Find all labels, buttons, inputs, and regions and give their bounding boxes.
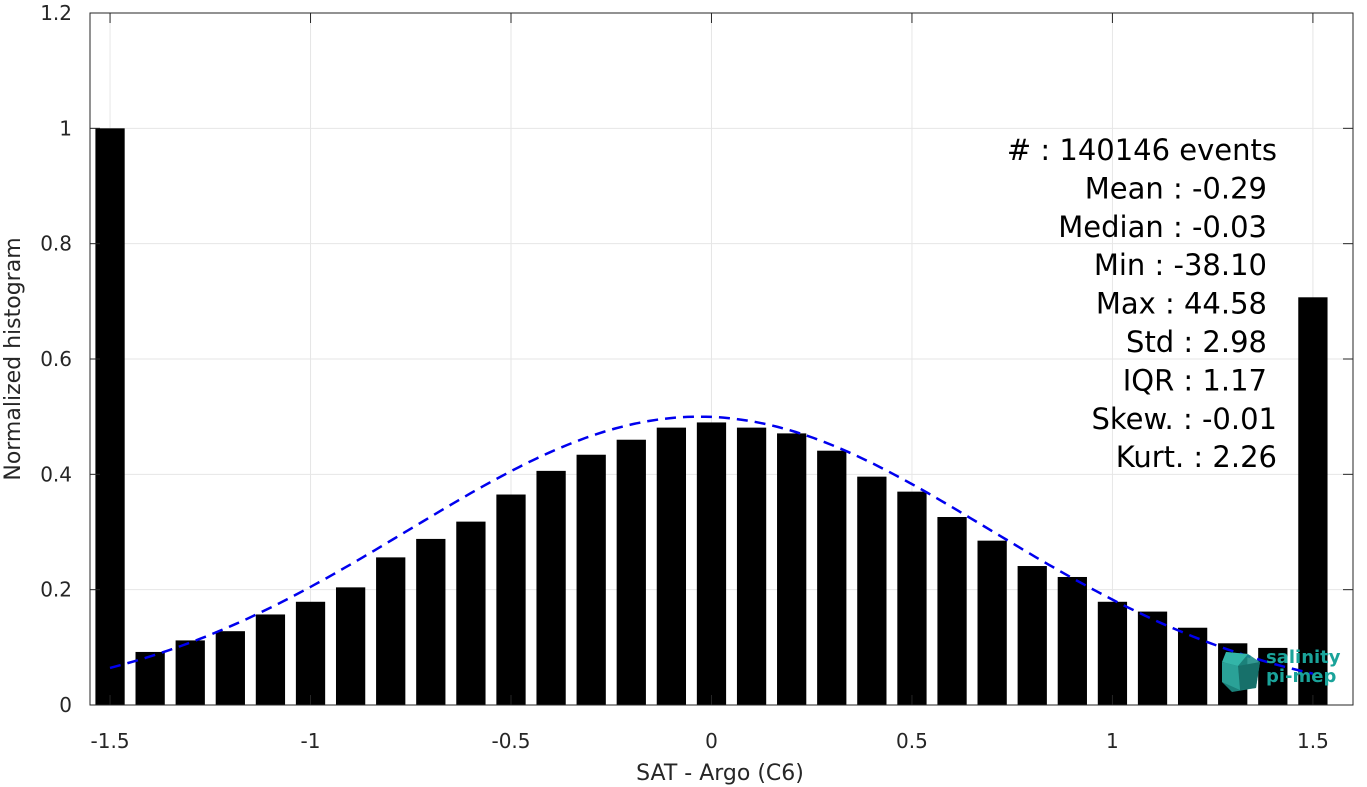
bar-1	[135, 651, 165, 705]
y-axis-label: Normalized histogram	[1, 237, 26, 480]
bar-7	[376, 557, 406, 705]
bar-18	[817, 450, 847, 705]
y-tick-label-6: 1.2	[40, 1, 72, 25]
salinity-pi-mep-logo: salinity pi-mep	[1216, 646, 1346, 694]
x-tick-label-1: -1	[301, 729, 321, 753]
bar-27	[1177, 627, 1208, 705]
bar-16	[736, 427, 767, 705]
x-tick-label-2: -0.5	[491, 729, 530, 753]
stat-line-1: Mean : -0.29	[1085, 171, 1267, 205]
x-tick-label-4: 0.5	[896, 729, 928, 753]
x-tick-label-6: 1.5	[1297, 729, 1329, 753]
bar-21	[937, 517, 967, 705]
x-axis-label: SAT - Argo (C6)	[636, 761, 804, 786]
bar-15	[696, 422, 727, 705]
stat-line-6: IQR : 1.17	[1123, 363, 1267, 397]
x-tick-label-5: 1	[1106, 729, 1119, 753]
y-tick-label-3: 0.6	[40, 347, 72, 371]
stat-line-0: # : 140146 events	[1007, 133, 1277, 167]
bar-12	[576, 454, 606, 705]
bar-5	[295, 601, 326, 705]
bar-8	[416, 538, 446, 705]
bar-3	[215, 631, 245, 705]
bar-4	[255, 614, 286, 705]
bar-0	[95, 128, 125, 706]
stat-line-2: Median : -0.03	[1058, 210, 1267, 244]
bar-11	[536, 470, 566, 705]
stat-line-7: Skew. : -0.01	[1091, 402, 1277, 436]
logo-line-1: salinity	[1266, 647, 1341, 668]
bar-19	[857, 476, 887, 705]
y-tick-label-4: 0.8	[40, 232, 72, 256]
stat-line-5: Std : 2.98	[1126, 325, 1267, 359]
normal-fit-curve	[109, 415, 1314, 675]
y-tick-label-1: 0.2	[40, 578, 72, 602]
stat-line-3: Min : -38.10	[1094, 248, 1267, 282]
bar-9	[456, 521, 486, 705]
bar-17	[777, 433, 807, 705]
y-tick-label-0: 0	[59, 693, 72, 717]
stat-line-8: Kurt. : 2.26	[1116, 440, 1277, 474]
bar-30	[1298, 297, 1328, 705]
bar-25	[1097, 601, 1128, 705]
logo-line-2: pi-mep	[1266, 666, 1337, 687]
bar-29	[1258, 647, 1288, 705]
cube-logo-icon	[1222, 652, 1260, 692]
stat-line-4: Max : 44.58	[1096, 287, 1267, 321]
bar-22	[977, 540, 1007, 705]
bar-24	[1057, 576, 1087, 705]
bar-10	[496, 494, 526, 705]
bar-26	[1137, 611, 1168, 705]
bar-20	[897, 491, 927, 705]
axis-ticks	[90, 12, 1353, 706]
bars	[95, 128, 1328, 706]
bar-2	[175, 640, 205, 705]
bar-14	[656, 427, 687, 705]
bar-6	[335, 587, 366, 705]
x-tick-label-3: 0	[705, 729, 718, 753]
x-tick-label-0: -1.5	[91, 729, 130, 753]
y-tick-label-5: 1	[59, 116, 72, 140]
y-tick-labels: 0 0.2 0.4 0.6 0.8 1 1.2	[40, 1, 72, 717]
statistics-annotations: # : 140146 events Mean : -0.29 Median : -0…	[1007, 133, 1277, 474]
y-tick-label-2: 0.4	[40, 462, 72, 486]
bar-23	[1017, 566, 1047, 705]
bar-13	[616, 439, 646, 705]
x-tick-labels: -1.5 -1 -0.5 0 0.5 1 1.5	[91, 729, 1329, 753]
